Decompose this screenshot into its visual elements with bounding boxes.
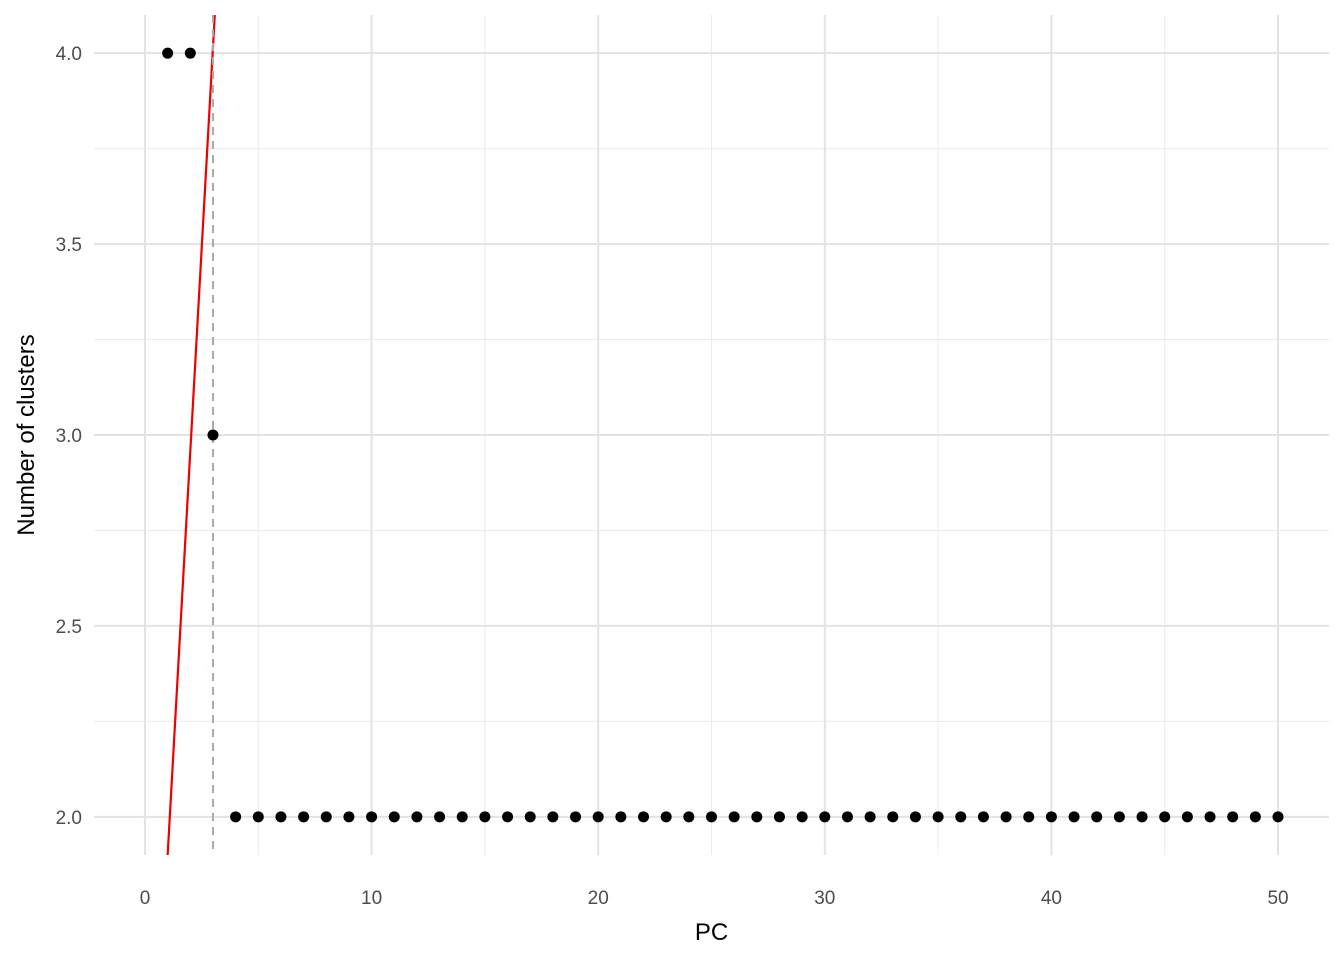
- data-point: [1091, 811, 1103, 823]
- data-point: [1181, 811, 1193, 823]
- data-point: [977, 811, 989, 823]
- data-point: [207, 429, 219, 441]
- data-point: [932, 811, 944, 823]
- x-tick-label: 0: [140, 888, 151, 909]
- y-tick-label: 2.5: [56, 617, 82, 638]
- data-point: [864, 811, 876, 823]
- data-point: [841, 811, 853, 823]
- data-point: [524, 811, 536, 823]
- data-point: [411, 811, 423, 823]
- data-point: [502, 811, 514, 823]
- data-point: [728, 811, 740, 823]
- data-point: [320, 811, 332, 823]
- data-point: [819, 811, 831, 823]
- x-tick-label: 40: [1041, 888, 1062, 909]
- data-point: [570, 811, 582, 823]
- data-point: [955, 811, 967, 823]
- data-point: [796, 811, 808, 823]
- data-point: [388, 811, 400, 823]
- data-point: [751, 811, 763, 823]
- y-axis-title: Number of clusters: [13, 334, 40, 535]
- data-point: [1159, 811, 1171, 823]
- data-point: [1272, 811, 1284, 823]
- data-point: [1204, 811, 1216, 823]
- data-point: [479, 811, 491, 823]
- data-point: [1068, 811, 1080, 823]
- data-point: [887, 811, 899, 823]
- data-point: [184, 47, 196, 59]
- data-point: [434, 811, 446, 823]
- data-point: [1045, 811, 1057, 823]
- y-tick-label: 3.5: [56, 235, 82, 256]
- y-tick-label: 4.0: [56, 44, 82, 65]
- trend-line: [166, 15, 216, 855]
- y-tick-label: 3.0: [56, 426, 82, 447]
- data-point: [1227, 811, 1239, 823]
- data-point: [162, 47, 174, 59]
- data-point: [615, 811, 627, 823]
- x-tick-label: 30: [814, 888, 835, 909]
- data-point: [909, 811, 921, 823]
- data-point: [638, 811, 650, 823]
- data-point: [1023, 811, 1035, 823]
- data-point: [773, 811, 785, 823]
- y-tick-label: 2.0: [56, 808, 82, 829]
- data-point: [592, 811, 604, 823]
- data-point: [366, 811, 378, 823]
- x-tick-label: 20: [588, 888, 609, 909]
- data-point: [252, 811, 264, 823]
- x-tick-label: 50: [1267, 888, 1288, 909]
- data-point: [1000, 811, 1012, 823]
- data-point: [343, 811, 355, 823]
- data-point: [660, 811, 672, 823]
- data-points: [162, 47, 1284, 823]
- x-tick-label: 10: [361, 888, 382, 909]
- x-axis-tick-labels: 0 10 20 30 40 50: [140, 888, 1289, 909]
- data-point: [298, 811, 310, 823]
- data-point: [706, 811, 717, 823]
- data-point: [275, 811, 287, 823]
- data-point: [1249, 811, 1261, 823]
- data-point: [683, 811, 695, 823]
- data-point: [456, 811, 468, 823]
- data-point: [1136, 811, 1148, 823]
- y-axis-tick-labels: 2.0 2.5 3.0 3.5 4.0: [56, 44, 82, 829]
- data-point: [547, 811, 559, 823]
- data-point: [1113, 811, 1125, 823]
- major-gridlines: [94, 15, 1329, 855]
- data-point: [230, 811, 242, 823]
- x-axis-title: PC: [695, 919, 728, 946]
